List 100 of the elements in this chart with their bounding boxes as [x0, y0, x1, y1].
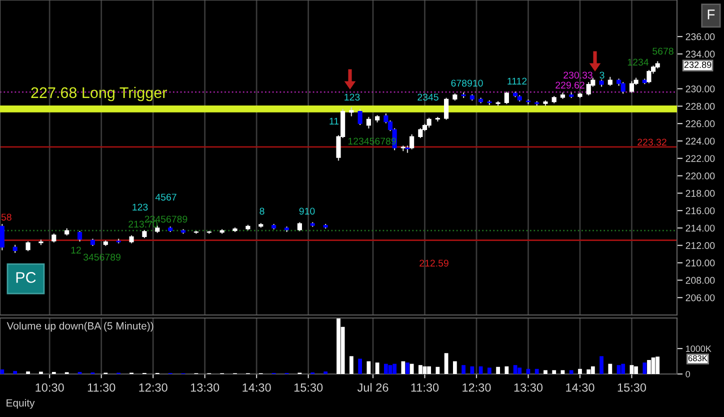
y-tick-label: 220.00: [686, 172, 715, 180]
y-tick-label: 230.00: [686, 85, 715, 92]
annotation: 1112: [508, 78, 527, 85]
text: F: [708, 10, 715, 20]
annotation: 5678: [652, 48, 674, 55]
bar: [600, 356, 604, 374]
bar: [647, 360, 651, 374]
y-tick-label: 210.00: [686, 260, 715, 266]
y-tick-label: 212.00: [686, 242, 715, 250]
bar: [496, 366, 500, 374]
bar: [608, 364, 612, 374]
bar: [634, 366, 638, 374]
y-tick-label: 226.00: [686, 120, 715, 128]
annotation: 910: [299, 208, 315, 215]
bar: [427, 366, 431, 374]
bar: [444, 353, 448, 374]
bar: [513, 365, 518, 374]
ref-line-label: 227.68 Long Trigger: [31, 86, 167, 102]
y-tick-label: 218.00: [686, 190, 715, 197]
bar: [366, 361, 371, 374]
annotation: 11: [330, 118, 339, 125]
annotation: 213.70: [128, 220, 158, 228]
x-tick-label: 14:30: [242, 383, 271, 392]
bar: [358, 358, 362, 374]
bar: [630, 365, 634, 374]
y-tick-label: 224.00: [686, 138, 715, 145]
candlestick: [206, 230, 212, 234]
annotation: 2345: [418, 94, 438, 101]
x-tick-label: 11:30: [411, 383, 439, 392]
candlestick: [194, 230, 198, 234]
x-tick-label: 11:30: [88, 383, 116, 392]
annotation: 123: [344, 94, 360, 101]
bar: [470, 366, 474, 374]
x-tick-label: 14:30: [566, 383, 594, 392]
bar: [324, 371, 328, 374]
y-tick-label: 206.00: [686, 294, 715, 302]
x-tick-label: 10:30: [36, 383, 64, 392]
bar: [656, 356, 660, 374]
annotation: 1234: [628, 58, 649, 66]
bar: [452, 361, 457, 374]
bar: [436, 366, 440, 374]
bar: [534, 368, 539, 374]
y-tick-label: 1000K: [686, 346, 712, 352]
text: Equity: [6, 398, 35, 409]
annotation: 23456789: [144, 216, 188, 223]
text: 232.89: [684, 62, 712, 68]
annotation: PC: [16, 272, 36, 283]
bar: [406, 362, 410, 374]
candlestick: [77, 230, 82, 242]
bar: [388, 365, 392, 374]
annotation: 229.62: [556, 82, 584, 89]
bar: [590, 366, 595, 374]
bar: [578, 368, 582, 374]
candlestick: [586, 82, 591, 96]
bar: [586, 369, 591, 374]
text: 683K: [688, 355, 708, 362]
y-tick-label: 236.00: [686, 33, 715, 40]
bar: [462, 365, 466, 374]
bar: [621, 364, 626, 374]
bar: [384, 364, 388, 374]
y-tick-label: 228.00: [686, 102, 715, 110]
annotation: 8: [260, 208, 264, 215]
x-tick-label: 15:30: [294, 383, 323, 392]
annotation: 58: [1, 214, 12, 221]
annotation: 230.33: [564, 72, 592, 79]
bar: [642, 362, 647, 374]
bar: [569, 370, 574, 374]
bar: [392, 364, 396, 374]
candlestick: [444, 98, 449, 120]
chart-title: Volume up down(BA (5 Minute)): [6, 322, 154, 332]
bar: [560, 370, 565, 374]
y-tick-label: 214.00: [686, 224, 715, 232]
x-tick-label: Jul 26: [357, 383, 388, 392]
bar: [487, 368, 492, 374]
y-tick-label: 208.00: [686, 276, 715, 284]
candlestick: [629, 81, 634, 93]
x-tick-label: 12:30: [462, 383, 491, 392]
bar: [375, 362, 380, 374]
bar: [518, 368, 522, 374]
bar: [616, 365, 621, 374]
annotation: 12: [71, 246, 81, 254]
y-tick-label: 0: [686, 370, 690, 378]
candlestick: [504, 92, 509, 104]
bar: [26, 371, 30, 374]
annotation: 223.32: [638, 138, 666, 146]
candlestick: [180, 229, 186, 234]
candlestick: [0, 224, 4, 250]
annotation: 3: [600, 72, 604, 79]
candlestick: [646, 70, 652, 84]
bar: [349, 356, 354, 374]
bar: [651, 357, 656, 374]
x-tick-label: 13:30: [514, 383, 543, 392]
y-tick-label: 216.00: [686, 207, 715, 214]
y-tick-label: 222.00: [686, 155, 715, 162]
candlestick: [358, 109, 362, 125]
bar: [13, 370, 18, 374]
y-tick-label: 234.00: [686, 50, 715, 58]
bar: [0, 369, 4, 374]
bar: [544, 370, 548, 374]
candlestick: [526, 100, 531, 104]
